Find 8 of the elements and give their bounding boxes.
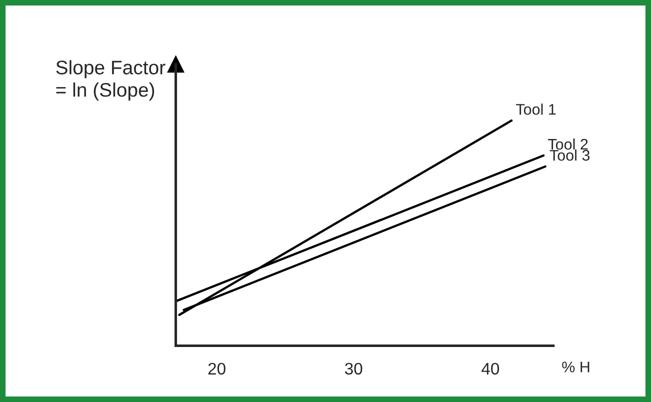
x-axis-title: % H [562, 362, 590, 372]
x-tick-label: 40 [482, 362, 500, 375]
x-tick-label: 20 [208, 362, 226, 375]
series-label: Tool 1 [516, 104, 556, 115]
series-label: Tool 2 [548, 138, 588, 150]
series-label: Tool 3 [550, 150, 590, 161]
y-axis-title: Slope Factor = ln (Slope) [56, 60, 166, 101]
x-tick-label: 30 [344, 362, 362, 375]
